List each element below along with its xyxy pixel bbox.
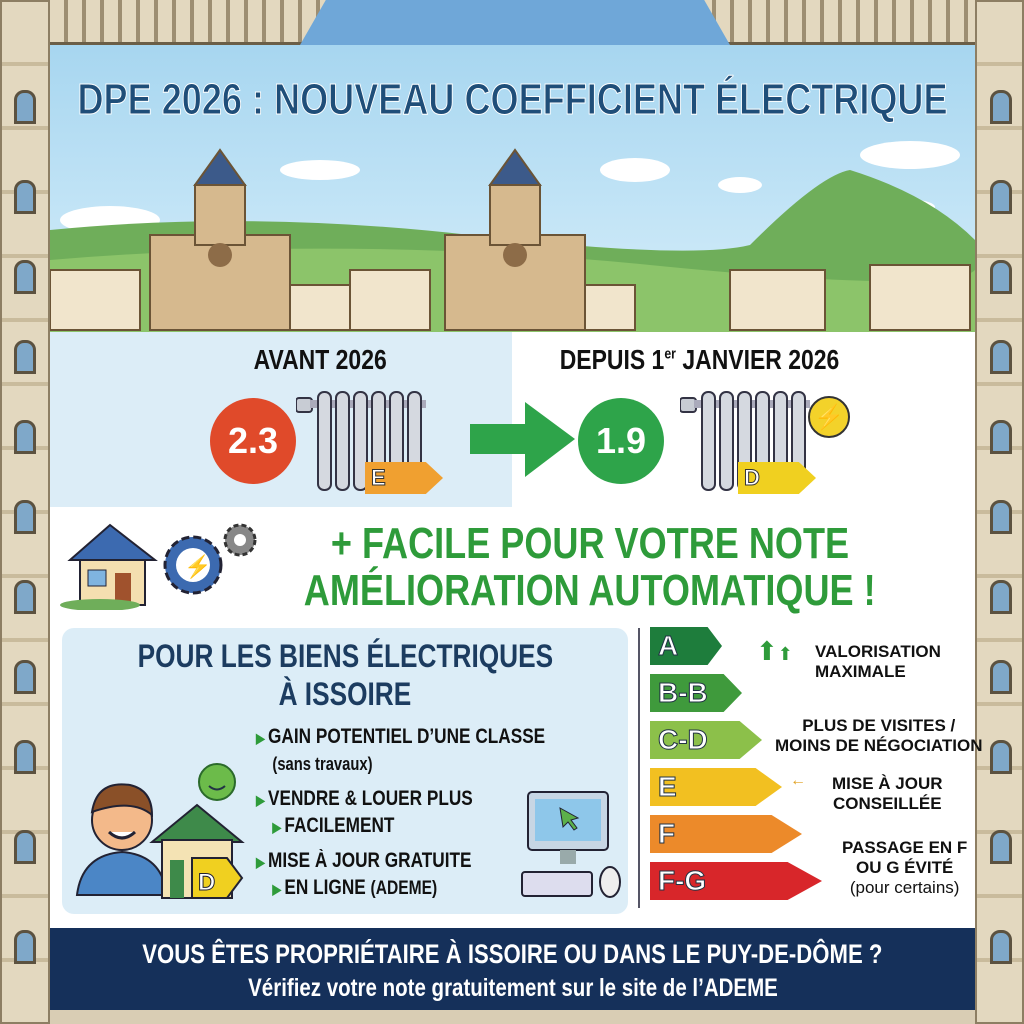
after-coefficient-badge: 1.9 [578,398,664,484]
window [990,420,1012,454]
headline-line-2: AMÉLIORATION AUTOMATIQUE ! [304,566,876,615]
energy-class-bar: E [650,768,782,806]
benefit-item: MISE À JOUR GRATUITEEN LIGNE (ADEME) [256,848,636,908]
energy-class-bar: A [650,627,722,665]
window [14,90,36,124]
energy-class-bar: B-B [650,674,742,712]
after-class-label: D [738,462,816,494]
visits-note: PLUS DE VISITES / MOINS DE NÉGOCIATION [775,716,983,755]
window [14,740,36,774]
page-title: DPE 2026 : NOUVEAU COEFFICIENT ÉLECTRIQU… [77,75,948,125]
top-roof [300,0,730,45]
window [14,340,36,374]
before-coefficient-badge: 2.3 [210,398,296,484]
valuation-note: VALORISATION MAXIMALE [815,642,941,681]
footer-cta[interactable]: Vérifiez votre note gratuitement sur le … [247,973,778,1002]
headline-line-1: + FACILE POUR VOTRE NOTE [330,519,850,568]
svg-text:⚡: ⚡ [184,554,211,580]
energy-class-bar: F-G [650,862,822,900]
update-note: ← [790,772,806,789]
divider [638,628,640,908]
issoire-landscape-illustration [50,141,975,332]
window [990,180,1012,214]
arrow-right-icon [470,402,575,477]
window [990,260,1012,294]
house-class-label: D [198,869,215,896]
energy-class-bar: F [650,815,802,853]
window [990,90,1012,124]
hero-panel [50,45,975,332]
hand-arrows-icon: ⬆︎⬆︎ [756,636,793,666]
window [14,260,36,294]
benefit-item: VENDRE & LOUER PLUSFACILEMENT [256,786,636,848]
update-note: MISE À JOUR CONSEILLÉE [832,774,943,813]
window [990,740,1012,774]
computer-icon [521,791,621,898]
benefit-item: GAIN POTENTIEL D’UNE CLASSE(sans travaux… [256,724,636,786]
benefits-title-line-1: POUR LES BIENS ÉLECTRIQUES [137,637,553,674]
window [14,500,36,534]
window [14,830,36,864]
window [990,500,1012,534]
window [990,830,1012,864]
footer-banner [50,928,975,1010]
window [14,180,36,214]
happy-owner-illustration: D [75,763,245,899]
window [14,420,36,454]
avoided-note: PASSAGE EN F OU G ÉVITÉ (pour certains) [842,838,968,897]
window [14,580,36,614]
footer-question: VOUS ÊTES PROPRIÉTAIRE À ISSOIRE OU DANS… [142,938,883,969]
benefits-list: GAIN POTENTIEL D’UNE CLASSE(sans travaux… [256,724,636,908]
lightning-icon: ⚡ [808,396,850,438]
window [14,660,36,694]
energy-class-bar: C-D [650,721,762,759]
after-label: DEPUIS 1er JANVIER 2026 [560,344,840,375]
window [990,340,1012,374]
window [14,930,36,964]
window [990,660,1012,694]
window [990,580,1012,614]
before-label: AVANT 2026 [253,344,387,375]
house-with-gears-icon: ⚡ [60,523,257,610]
benefits-title-line-2: À ISSOIRE [278,675,412,712]
before-class-label: E [365,462,443,494]
window [990,930,1012,964]
